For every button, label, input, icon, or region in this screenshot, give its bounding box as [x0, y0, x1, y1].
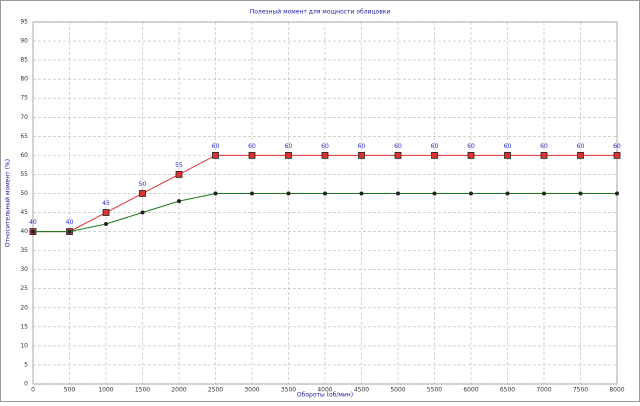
- point-marker: [102, 209, 110, 216]
- point-marker: [104, 221, 108, 226]
- point-marker: [139, 190, 146, 197]
- y-tick-label: 25: [20, 285, 28, 292]
- data-label: 60: [540, 143, 548, 150]
- point-marker: [358, 151, 365, 159]
- x-tick-label: 5500: [427, 387, 442, 394]
- point-marker: [248, 151, 256, 159]
- data-label: 60: [285, 143, 293, 150]
- data-label: 60: [321, 143, 329, 150]
- data-label: 60: [212, 143, 220, 150]
- y-tick-label: 90: [20, 38, 28, 45]
- point-marker: [613, 151, 621, 159]
- data-label: 60: [358, 143, 366, 150]
- x-tick-label: 7500: [573, 387, 588, 394]
- point-marker: [285, 151, 292, 159]
- point-marker: [505, 191, 510, 196]
- data-label: 40: [66, 219, 74, 226]
- point-marker: [431, 151, 438, 159]
- data-label: 60: [504, 143, 512, 150]
- y-tick-label: 65: [20, 133, 28, 140]
- point-marker: [212, 151, 219, 159]
- data-label: 60: [248, 143, 256, 150]
- y-tick-label: 20: [20, 304, 28, 311]
- point-marker: [286, 191, 291, 196]
- y-tick-label: 50: [20, 190, 28, 197]
- y-tick-label: 0: [24, 381, 28, 388]
- point-marker: [540, 151, 548, 159]
- y-tick-label: 95: [20, 19, 28, 26]
- x-tick-label: 4000: [317, 387, 332, 394]
- y-tick-label: 15: [20, 323, 28, 330]
- point-marker: [175, 171, 183, 178]
- y-tick-label: 40: [20, 228, 28, 235]
- data-label: 55: [175, 162, 183, 169]
- x-tick-label: 1000: [98, 387, 113, 394]
- y-tick-label: 70: [20, 114, 28, 121]
- point-marker: [469, 191, 473, 196]
- x-tick-label: 6500: [500, 387, 515, 394]
- x-tick-label: 6000: [463, 387, 478, 394]
- data-label: 50: [139, 181, 147, 188]
- point-marker: [615, 191, 619, 196]
- x-tick-label: 0: [31, 387, 35, 394]
- x-tick-label: 8000: [609, 387, 624, 394]
- data-label: 60: [613, 143, 621, 150]
- x-axis-label: Обороты (об/мин): [297, 392, 353, 399]
- point-marker: [578, 191, 583, 196]
- point-marker: [213, 191, 218, 196]
- y-tick-label: 85: [20, 57, 28, 64]
- point-marker: [432, 191, 437, 196]
- x-tick-label: 5000: [390, 387, 405, 394]
- x-tick-label: 3000: [244, 387, 259, 394]
- y-tick-label: 60: [20, 152, 28, 159]
- y-tick-label: 30: [20, 266, 28, 273]
- y-tick-label: 5: [24, 361, 28, 368]
- data-label: 60: [577, 143, 585, 150]
- point-marker: [396, 191, 400, 196]
- data-label: 60: [467, 143, 475, 150]
- point-marker: [67, 229, 72, 234]
- data-label: 60: [431, 143, 439, 150]
- x-tick-label: 7000: [536, 387, 551, 394]
- x-tick-label: 500: [64, 387, 76, 394]
- x-tick-label: 3500: [281, 387, 296, 394]
- point-marker: [323, 191, 327, 196]
- y-tick-label: 10: [20, 342, 28, 349]
- y-tick-label: 35: [20, 247, 28, 254]
- point-marker: [577, 151, 584, 159]
- point-marker: [504, 151, 511, 159]
- x-tick-label: 1500: [135, 387, 150, 394]
- y-tick-label: 45: [20, 209, 28, 216]
- y-tick-label: 55: [20, 171, 28, 178]
- point-marker: [394, 151, 402, 159]
- data-label: 45: [102, 200, 110, 207]
- y-tick-label: 80: [20, 76, 28, 83]
- data-label: 40: [29, 219, 37, 226]
- point-marker: [140, 210, 145, 215]
- chart-title: Полезный момент для мощности облицовки: [250, 9, 391, 16]
- y-tick-label: 75: [20, 95, 28, 102]
- point-marker: [359, 191, 364, 196]
- y-axis-label: Относительный момент (%): [5, 159, 12, 247]
- point-marker: [177, 199, 181, 204]
- x-tick-label: 2500: [208, 387, 223, 394]
- x-tick-label: 4500: [354, 387, 369, 394]
- data-label: 60: [394, 143, 402, 150]
- point-marker: [542, 191, 546, 196]
- x-tick-label: 2000: [171, 387, 186, 394]
- point-marker: [31, 229, 35, 234]
- point-marker: [250, 191, 254, 196]
- point-marker: [467, 151, 475, 159]
- point-marker: [321, 151, 329, 159]
